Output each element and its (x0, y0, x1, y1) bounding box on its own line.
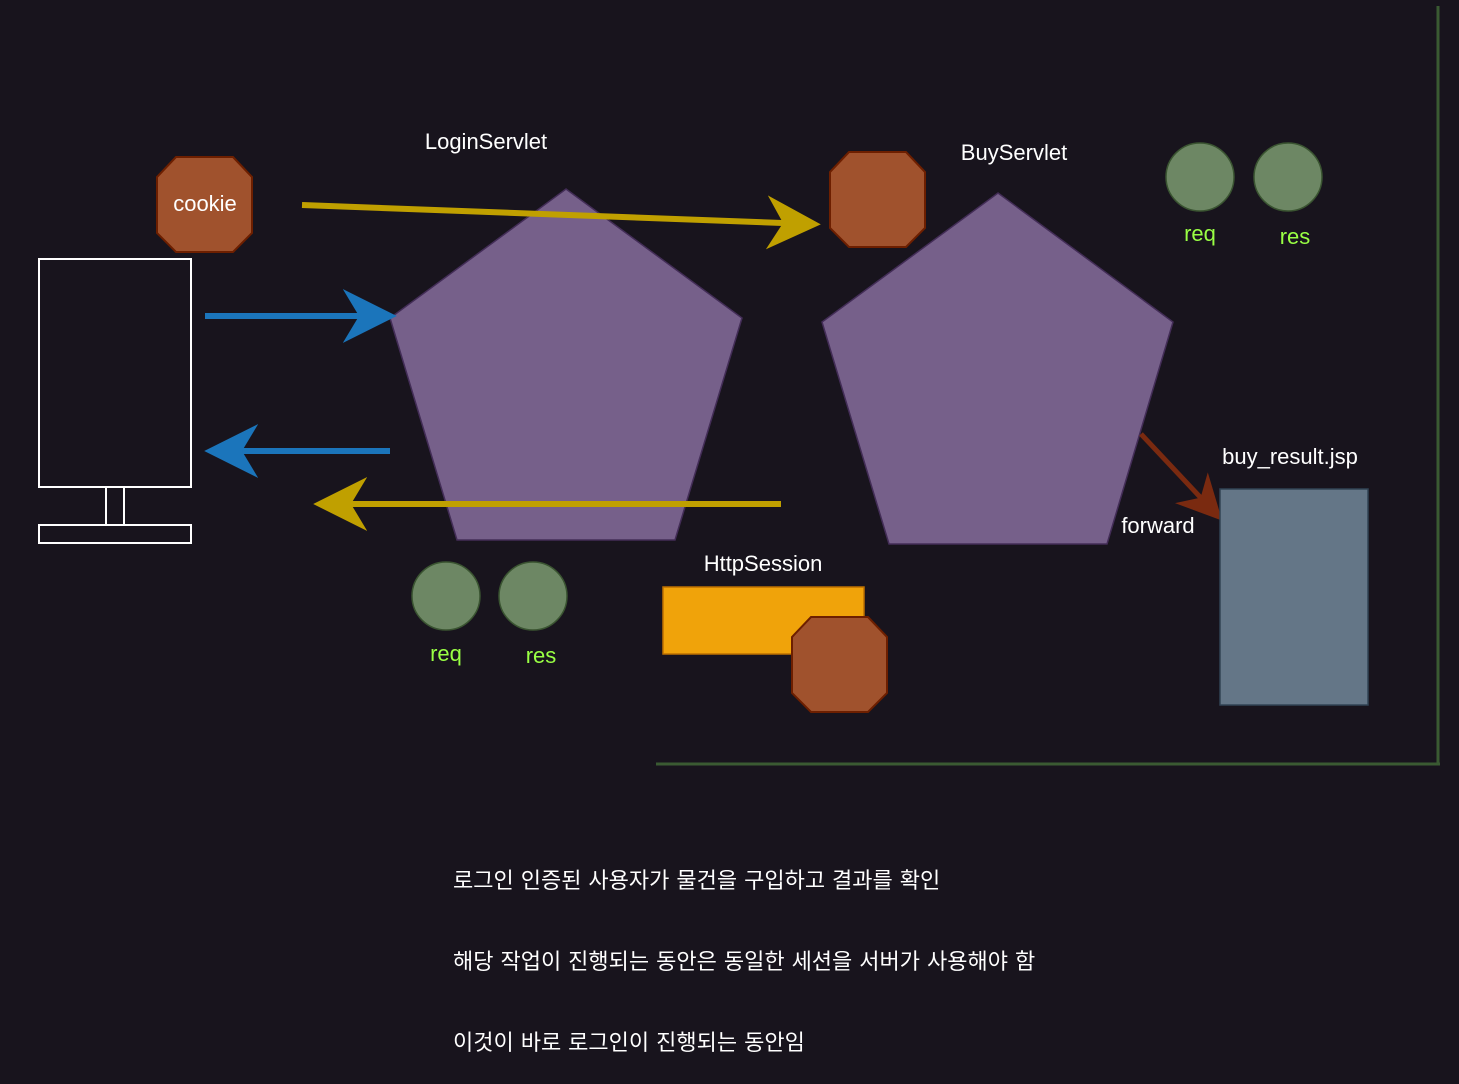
buy-res-circle (1253, 142, 1323, 212)
buy-servlet-pentagon (821, 192, 1174, 545)
login-res-label: res (526, 643, 557, 668)
cookie-label: cookie (173, 191, 237, 216)
buy-result-label: buy_result.jsp (1222, 444, 1358, 469)
diagram-canvas: cookie LoginServlet BuyServlet req res r… (38, 6, 1440, 766)
buy-req-circle (1165, 142, 1235, 212)
buy-req-label: req (1184, 221, 1216, 246)
buy-res-label: res (1280, 224, 1311, 249)
buy-servlet-label: BuyServlet (961, 140, 1067, 165)
buy-result-jsp-box (1219, 488, 1369, 706)
cookie-octagon (156, 156, 253, 253)
login-res-circle (498, 561, 568, 631)
login-servlet-pentagon (389, 188, 743, 541)
login-req-label: req (430, 641, 462, 666)
http-session-label: HttpSession (704, 551, 823, 576)
login-servlet-label: LoginServlet (425, 129, 547, 154)
caption-line-2: 해당 작업이 진행되는 동안은 동일한 세션을 서버가 사용해야 함 (453, 950, 1036, 975)
login-req-circle (411, 561, 481, 631)
cookie-to-buyservlet-arrow (301, 195, 821, 250)
cookie-octagon-buy (829, 151, 926, 248)
caption-text: 로그인 인증된 사용자가 물건을 구입하고 결과를 확인 해당 작업이 진행되는… (453, 814, 1035, 1084)
session-cookie-octagon (791, 616, 888, 713)
forward-label: forward (1121, 513, 1194, 538)
caption-line-3: 이것이 바로 로그인이 진행되는 동안임 (453, 1031, 805, 1056)
client-monitor-icon (38, 258, 192, 544)
forward-arrow (1139, 432, 1223, 521)
caption-line-1: 로그인 인증된 사용자가 물건을 구입하고 결과를 확인 (453, 869, 941, 894)
